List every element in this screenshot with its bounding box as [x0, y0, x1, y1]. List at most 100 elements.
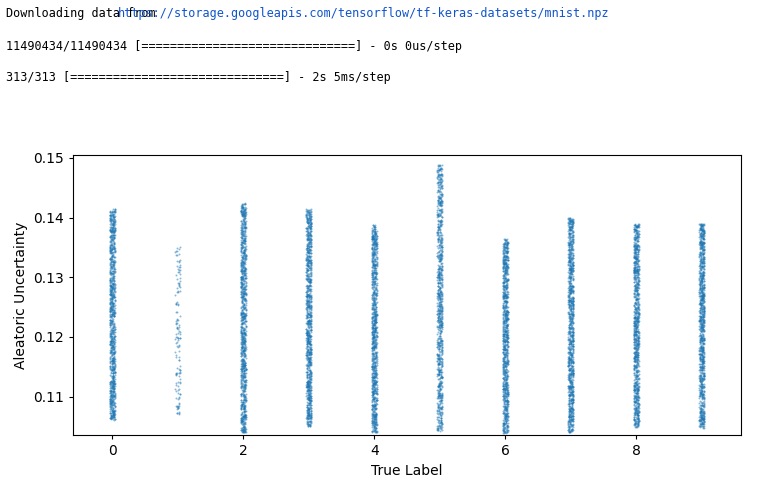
Point [369, 342, 381, 350]
Point [234, 329, 247, 337]
Point [301, 396, 313, 403]
Point [304, 337, 316, 345]
Point [563, 328, 575, 336]
Point [565, 323, 578, 331]
Point [627, 386, 640, 394]
Point [698, 308, 710, 316]
Point [300, 329, 313, 337]
Point [238, 346, 250, 354]
Point [435, 247, 448, 255]
Point [107, 407, 119, 415]
Point [632, 367, 644, 375]
Point [631, 393, 643, 401]
Point [498, 273, 510, 280]
Point [240, 378, 252, 386]
Point [696, 226, 708, 234]
Point [498, 428, 510, 436]
Point [632, 406, 644, 414]
Point [501, 290, 513, 298]
Point [237, 348, 249, 356]
Point [436, 382, 449, 390]
Point [369, 327, 381, 335]
Point [563, 423, 575, 430]
Point [107, 376, 119, 384]
Point [239, 274, 251, 282]
Point [367, 228, 379, 236]
Point [630, 299, 642, 307]
Point [435, 199, 448, 207]
Point [564, 379, 576, 387]
Point [434, 404, 446, 412]
Point [369, 376, 381, 384]
Point [366, 253, 379, 261]
Point [498, 259, 511, 267]
Point [500, 404, 512, 412]
Point [303, 290, 316, 298]
Point [304, 399, 316, 407]
Point [239, 315, 251, 323]
Point [302, 286, 314, 294]
Point [698, 335, 710, 343]
Point [631, 355, 644, 363]
Point [499, 312, 511, 320]
Point [432, 213, 445, 220]
Point [109, 267, 121, 275]
Point [695, 295, 707, 303]
Point [235, 424, 247, 432]
Point [567, 267, 579, 275]
Point [104, 337, 117, 345]
Point [695, 413, 707, 421]
Point [694, 245, 707, 252]
Point [369, 264, 381, 272]
Point [239, 387, 251, 395]
Point [565, 255, 578, 263]
Point [366, 374, 379, 382]
Point [366, 414, 378, 422]
Point [497, 345, 509, 353]
Point [631, 269, 643, 277]
Point [235, 299, 247, 307]
Point [565, 422, 578, 430]
Point [436, 318, 449, 326]
Point [500, 365, 512, 373]
Point [108, 364, 120, 372]
Point [434, 360, 446, 368]
Point [567, 311, 579, 319]
Point [235, 405, 247, 413]
Point [698, 408, 710, 416]
Point [497, 361, 509, 369]
Point [502, 351, 514, 359]
Point [108, 282, 120, 290]
Point [698, 316, 710, 324]
Point [303, 212, 316, 220]
Point [695, 241, 707, 249]
Point [500, 418, 512, 426]
Point [696, 364, 708, 371]
Point [301, 413, 313, 421]
Point [633, 418, 645, 426]
Point [236, 297, 248, 305]
Point [300, 303, 313, 310]
Point [303, 350, 316, 358]
Point [304, 285, 316, 293]
Point [236, 210, 248, 218]
Point [501, 245, 513, 252]
Point [431, 273, 443, 280]
Point [237, 309, 249, 317]
Point [303, 348, 315, 356]
Point [237, 231, 249, 239]
Point [366, 250, 378, 258]
Point [366, 382, 379, 390]
Point [564, 426, 577, 433]
Point [238, 283, 250, 291]
Point [697, 326, 709, 334]
Point [497, 422, 509, 430]
Point [304, 276, 316, 284]
Point [434, 251, 446, 259]
Point [305, 235, 317, 243]
Point [432, 217, 444, 225]
Point [105, 282, 118, 290]
Point [106, 251, 118, 259]
Point [301, 404, 313, 412]
Point [106, 332, 118, 339]
